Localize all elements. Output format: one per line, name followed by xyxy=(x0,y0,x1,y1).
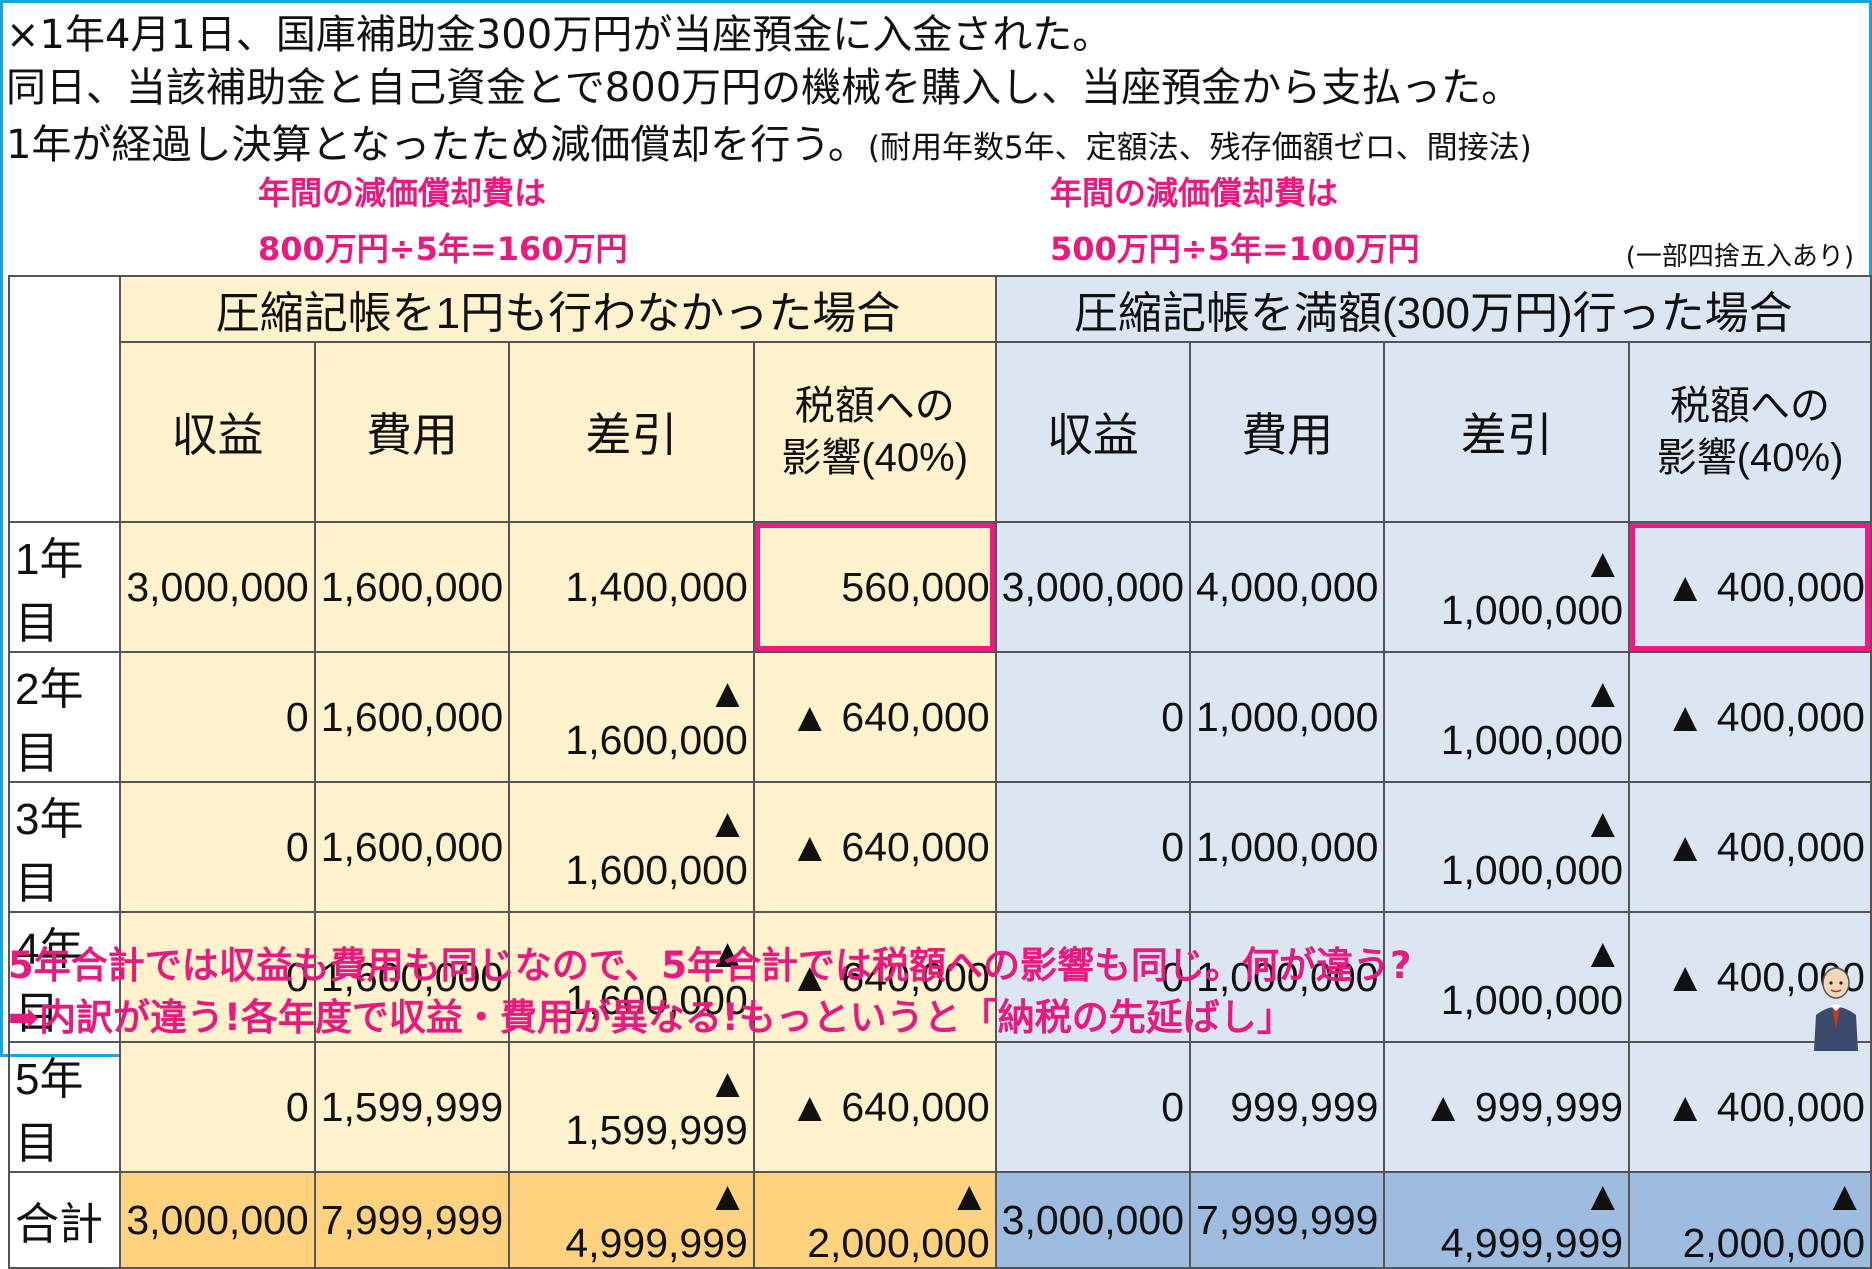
cell: ▲ 400,000 xyxy=(1628,1041,1872,1173)
cell: 4,000,000 xyxy=(1189,521,1386,653)
col-header-tax-line2: 影響(40%) xyxy=(781,436,969,480)
row-label: 3年目 xyxy=(7,781,122,913)
cell: 0 xyxy=(994,781,1192,913)
cell: 0 xyxy=(119,911,316,1043)
total-cell: 3,000,000 xyxy=(994,1171,1192,1269)
cell: ▲ 1,000,000 xyxy=(1383,781,1631,913)
cell: ▲ 640,000 xyxy=(752,781,997,913)
col-header-tax-line1: 税額への xyxy=(1670,384,1831,428)
col-header-tax-impact: 税額への影響(40%) xyxy=(752,341,997,523)
highlighted-cell: ▲ 400,000 xyxy=(1628,521,1872,653)
cell: ▲ 640,000 xyxy=(752,911,997,1043)
conclusion-line-1: 5年合計では収益も費用も同じなので、5年合計では税額への影響も同じ。何が違う? xyxy=(8,944,1412,987)
cell: ▲ 400,000 xyxy=(1628,781,1872,913)
total-cell: 3,000,000 xyxy=(119,1171,316,1269)
col-header-revenue: 収益 xyxy=(994,341,1192,523)
cell: 0 xyxy=(119,1041,316,1173)
total-cell: 7,999,999 xyxy=(313,1171,511,1269)
intro-line-3-main: 1年が経過し決算となったため減価償却を行う。 xyxy=(6,122,868,168)
cell: 1,000,000 xyxy=(1189,651,1386,783)
cell: 1,600,000 xyxy=(313,911,511,1043)
cell: 1,000,000 xyxy=(1189,781,1386,913)
table-row: 3年目 0 1,600,000 ▲ 1,600,000 ▲ 640,000 0 … xyxy=(7,781,1872,913)
table-row: 2年目 0 1,600,000 ▲ 1,600,000 ▲ 640,000 0 … xyxy=(7,651,1872,783)
total-cell: ▲ 4,999,999 xyxy=(1383,1171,1631,1269)
cell: 0 xyxy=(119,781,316,913)
corner-cell xyxy=(7,275,122,523)
highlighted-cell: 560,000 xyxy=(752,521,997,653)
comparison-table: 圧縮記帳を1円も行わなかった場合 圧縮記帳を満額(300万円)行った場合 収益 … xyxy=(7,275,1872,1269)
cell: ▲ 400,000 xyxy=(1628,651,1872,783)
table-row: 1年目 3,000,000 1,600,000 1,400,000 560,00… xyxy=(7,521,1872,653)
total-cell: ▲ 4,999,999 xyxy=(508,1171,755,1269)
cell: 1,000,000 xyxy=(1189,911,1386,1043)
row-label: 4年目 xyxy=(7,911,122,1043)
col-header-tax-line1: 税額への xyxy=(794,384,955,428)
total-cell: ▲ 2,000,000 xyxy=(1628,1171,1872,1269)
cell: ▲ 1,000,000 xyxy=(1383,651,1631,783)
table-row: 5年目 0 1,599,999 ▲ 1,599,999 ▲ 640,000 0 … xyxy=(7,1041,1872,1173)
cell: ▲ 1,600,000 xyxy=(508,911,755,1043)
group-header-full-compression: 圧縮記帳を満額(300万円)行った場合 xyxy=(994,275,1872,343)
cell: ▲ 640,000 xyxy=(752,651,997,783)
cell: 1,600,000 xyxy=(313,521,511,653)
col-header-tax-line2: 影響(40%) xyxy=(1656,436,1844,480)
row-label: 5年目 xyxy=(7,1041,122,1173)
col-header-expense: 費用 xyxy=(313,341,511,523)
col-header-tax-impact: 税額への影響(40%) xyxy=(1628,341,1872,523)
cell: 1,400,000 xyxy=(508,521,755,653)
total-cell: ▲ 2,000,000 xyxy=(752,1171,997,1269)
cell: 999,999 xyxy=(1189,1041,1386,1173)
total-row: 合計 3,000,000 7,999,999 ▲ 4,999,999 ▲ 2,0… xyxy=(7,1171,1872,1269)
group-header-no-compression: 圧縮記帳を1円も行わなかった場合 xyxy=(119,275,997,343)
cell: ▲ 999,999 xyxy=(1383,1041,1631,1173)
cell: ▲ 1,599,999 xyxy=(508,1041,755,1173)
cell: 1,600,000 xyxy=(313,651,511,783)
cell: ▲ 1,600,000 xyxy=(508,781,755,913)
col-header-revenue: 収益 xyxy=(119,341,316,523)
intro-line-2: 同日、当該補助金と自己資金とで800万円の機械を購入し、当座預金から支払った。 xyxy=(6,65,1522,111)
cell: 1,600,000 xyxy=(313,781,511,913)
cell: ▲ 1,000,000 xyxy=(1383,911,1631,1043)
right-depreciation-calc: 500万円÷5年=100万円 xyxy=(1050,230,1420,268)
cell: 0 xyxy=(119,651,316,783)
intro-line-3: 1年が経過し決算となったため減価償却を行う。(耐用年数5年、定額法、残存価額ゼロ… xyxy=(6,112,1532,170)
presenter-avatar-icon xyxy=(1814,967,1858,1051)
left-depreciation-calc: 800万円÷5年=160万円 xyxy=(258,230,628,268)
intro-line-1: ×1年4月1日、国庫補助金300万円が当座預金に入金された。 xyxy=(6,12,1113,58)
total-cell: 7,999,999 xyxy=(1189,1171,1386,1269)
conclusion-line-2: ➡内訳が違う!各年度で収益・費用が異なる!もっというと「納税の先延ばし」 xyxy=(8,996,1294,1039)
col-header-difference: 差引 xyxy=(1383,341,1631,523)
table-row: 4年目 0 1,600,000 ▲ 1,600,000 ▲ 640,000 0 … xyxy=(7,911,1872,1043)
cell: 0 xyxy=(994,1041,1192,1173)
right-depreciation-title: 年間の減価償却費は xyxy=(1050,174,1339,212)
cell: ▲ 1,600,000 xyxy=(508,651,755,783)
row-label: 1年目 xyxy=(7,521,122,653)
left-depreciation-title: 年間の減価償却費は xyxy=(258,174,547,212)
cell: 1,599,999 xyxy=(313,1041,511,1173)
row-label: 合計 xyxy=(7,1171,122,1269)
column-header-row: 収益 費用 差引 税額への影響(40%) 収益 費用 差引 税額への影響(40%… xyxy=(9,341,1872,523)
cell: ▲ 1,000,000 xyxy=(1383,521,1631,653)
intro-line-3-note: (耐用年数5年、定額法、残存価額ゼロ、間接法) xyxy=(867,130,1532,166)
cell: 0 xyxy=(994,651,1192,783)
row-label: 2年目 xyxy=(7,651,122,783)
cell: 0 xyxy=(994,911,1192,1043)
cell: 3,000,000 xyxy=(994,521,1192,653)
col-header-expense: 費用 xyxy=(1189,341,1386,523)
col-header-difference: 差引 xyxy=(508,341,755,523)
rounding-note: (一部四捨五入あり) xyxy=(1625,242,1854,272)
cell: 3,000,000 xyxy=(119,521,316,653)
cell: ▲ 640,000 xyxy=(752,1041,997,1173)
group-header-row: 圧縮記帳を1円も行わなかった場合 圧縮記帳を満額(300万円)行った場合 xyxy=(7,275,1872,523)
